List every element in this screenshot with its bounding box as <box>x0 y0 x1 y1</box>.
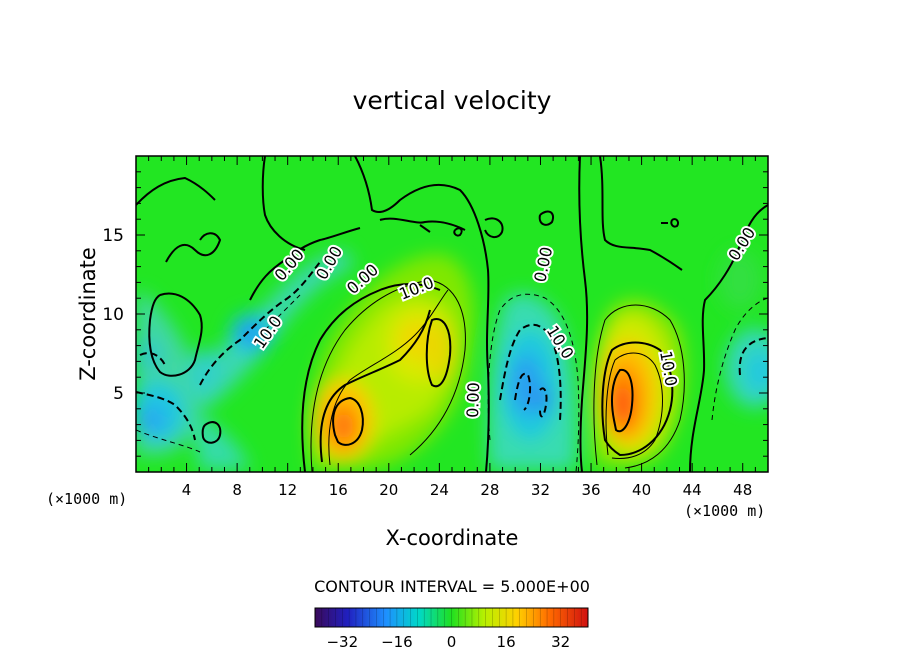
y-tick-label: 5 <box>113 384 124 404</box>
x-tick-label: 16 <box>329 481 348 499</box>
colorbar-tick-label: −16 <box>381 633 413 651</box>
contour-label: 0.00 <box>463 382 483 418</box>
x-axis-ticks: 4 8 12 16 20 24 28 32 36 40 44 48 <box>148 156 756 499</box>
y-tick-label: 15 <box>102 226 124 246</box>
x-tick-label: 32 <box>531 481 550 499</box>
colorbar-tick-label: 0 <box>447 633 457 651</box>
colorbar-segments <box>314 608 589 627</box>
color-field <box>136 156 768 472</box>
colorbar-ticks: −32 −16 0 16 32 <box>326 633 570 651</box>
contour-lines <box>136 156 768 472</box>
colorbar-tick-label: 32 <box>551 633 570 651</box>
contour-interval-label: CONTOUR INTERVAL = 5.000E+00 <box>314 577 590 596</box>
x-tick-label: 48 <box>733 481 752 499</box>
x-axis-title: X-coordinate <box>385 526 519 550</box>
y-tick-label: 10 <box>102 305 124 325</box>
x-tick-label: 12 <box>278 481 297 499</box>
colorbar-tick-label: −32 <box>326 633 358 651</box>
x-units-right: (×1000 m) <box>684 502 766 520</box>
x-tick-label: 24 <box>430 481 449 499</box>
x-tick-label: 4 <box>182 481 192 499</box>
y-axis-ticks: 5 10 15 <box>102 171 768 457</box>
x-tick-label: 40 <box>632 481 651 499</box>
x-units-left: (×1000 m) <box>46 490 128 508</box>
x-tick-label: 44 <box>683 481 702 499</box>
colorbar: −32 −16 0 16 32 <box>314 607 589 651</box>
x-tick-label: 28 <box>480 481 499 499</box>
x-tick-label: 36 <box>581 481 600 499</box>
x-tick-label: 20 <box>379 481 398 499</box>
chart-title: vertical velocity <box>352 86 552 115</box>
contour-label: 10.0 <box>656 349 681 387</box>
colorbar-tick-label: 16 <box>497 633 516 651</box>
x-tick-label: 8 <box>232 481 242 499</box>
